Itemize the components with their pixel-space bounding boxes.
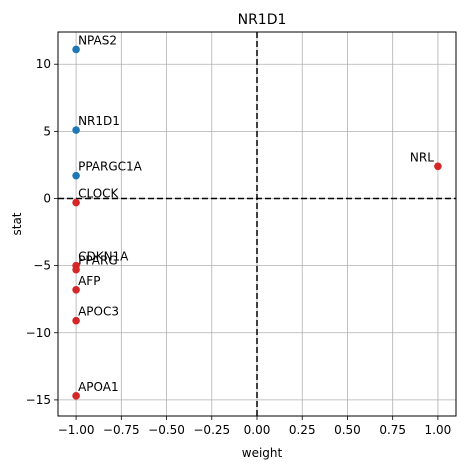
x-tick-label: −0.50 — [148, 423, 185, 437]
point-label: APOA1 — [78, 380, 119, 394]
y-tick-label: 0 — [43, 191, 51, 205]
y-tick-label: −5 — [33, 259, 51, 273]
x-tick-label: 0.00 — [244, 423, 271, 437]
point-label: PPARG — [78, 254, 118, 268]
data-point — [434, 162, 442, 171]
point-label: NRL — [410, 150, 434, 164]
point-label: APOC3 — [78, 305, 119, 319]
y-tick-label: −10 — [26, 326, 51, 340]
x-tick-label: 0.25 — [289, 423, 316, 437]
y-tick-label: 5 — [43, 124, 51, 138]
data-points — [72, 45, 442, 400]
y-axis-ticks: −15 −10 −5 0 5 10 — [26, 57, 58, 407]
data-point — [72, 285, 80, 294]
data-point — [72, 198, 80, 207]
x-axis-label: weight — [242, 446, 283, 460]
y-axis-label: stat — [10, 212, 24, 235]
data-point — [72, 316, 80, 325]
data-point — [72, 126, 80, 134]
x-axis-ticks: −1.00 −0.75 −0.50 −0.25 0.00 0.25 0.50 0.75 1.00 — [58, 416, 452, 437]
chart-title: NR1D1 — [238, 12, 287, 28]
data-point — [72, 45, 80, 54]
x-tick-label: 1.00 — [425, 423, 452, 437]
y-tick-label: 10 — [36, 57, 51, 71]
point-label: CDKN1A — [78, 250, 129, 264]
point-label: CLOCK — [78, 187, 119, 201]
x-tick-label: −0.25 — [193, 423, 230, 437]
data-point — [72, 171, 80, 180]
reference-lines — [58, 32, 456, 416]
data-point — [72, 392, 80, 400]
x-tick-label: −1.00 — [58, 423, 95, 437]
point-label: NR1D1 — [78, 114, 120, 128]
x-tick-label: 0.50 — [334, 423, 361, 437]
point-label: NPAS2 — [78, 33, 117, 47]
point-label: AFP — [78, 274, 100, 288]
y-tick-label: −15 — [26, 393, 51, 407]
data-point — [72, 265, 80, 274]
point-label: PPARGC1A — [78, 160, 143, 174]
x-tick-label: 0.75 — [379, 423, 406, 437]
x-tick-label: −0.75 — [103, 423, 140, 437]
